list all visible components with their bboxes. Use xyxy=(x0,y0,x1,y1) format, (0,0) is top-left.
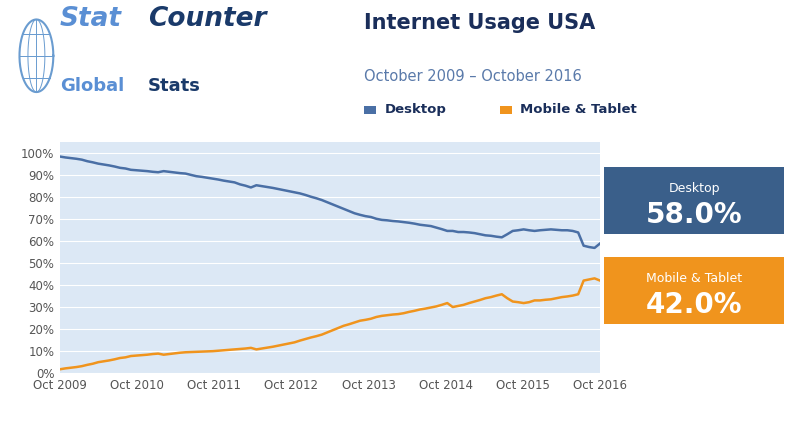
Text: Desktop: Desktop xyxy=(384,103,446,116)
Text: Stats: Stats xyxy=(148,77,201,95)
Text: Mobile & Tablet: Mobile & Tablet xyxy=(646,272,742,285)
Text: October 2009 – October 2016: October 2009 – October 2016 xyxy=(364,69,582,84)
Text: Global: Global xyxy=(60,77,124,95)
Text: Mobile & Tablet: Mobile & Tablet xyxy=(520,103,637,116)
Text: Internet Usage USA: Internet Usage USA xyxy=(364,13,595,33)
Text: Desktop: Desktop xyxy=(668,182,720,195)
Text: 58.0%: 58.0% xyxy=(646,201,742,229)
Text: Stat: Stat xyxy=(60,6,122,33)
Text: 42.0%: 42.0% xyxy=(646,291,742,319)
Text: Counter: Counter xyxy=(148,6,266,33)
